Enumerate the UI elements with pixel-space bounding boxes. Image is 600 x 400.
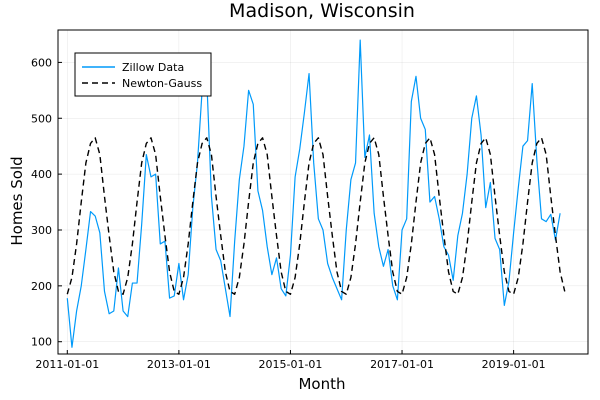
- y-tick-label: 400: [31, 168, 52, 181]
- y-tick-label: 200: [31, 280, 52, 293]
- series-line-zillow-data: [66, 39, 561, 348]
- legend-box: [74, 52, 212, 97]
- x-axis-title: Month: [298, 375, 345, 393]
- y-tick-label: 100: [31, 336, 52, 349]
- y-tick-label: 500: [31, 112, 52, 125]
- x-tick-label: 2019-01-01: [482, 358, 546, 371]
- x-tick-label: 2017-01-01: [370, 358, 434, 371]
- x-tick-label: 2015-01-01: [258, 358, 322, 371]
- y-tick-label: 600: [31, 56, 52, 69]
- series-layer: [66, 39, 566, 348]
- plot-frame: [57, 29, 589, 355]
- legend-label-zillow-data: Zillow Data: [122, 61, 184, 74]
- legend-label-newton-gauss: Newton-Gauss: [122, 77, 202, 90]
- series-line-newton-gauss: [66, 137, 566, 295]
- y-axis-ticks: 100 200 300 400 500 600: [31, 56, 62, 349]
- y-tick-label: 300: [31, 224, 52, 237]
- y-axis-title: Homes Sold: [8, 156, 26, 245]
- legend: Zillow Data Newton-Gauss: [74, 52, 212, 97]
- x-axis-ticks: 2011-01-01 2013-01-01 2015-01-01 2017-01-01…: [35, 350, 546, 371]
- x-tick-label: 2011-01-01: [35, 358, 99, 371]
- x-tick-label: 2013-01-01: [147, 358, 211, 371]
- chart-title: Madison, Wisconsin: [229, 0, 415, 22]
